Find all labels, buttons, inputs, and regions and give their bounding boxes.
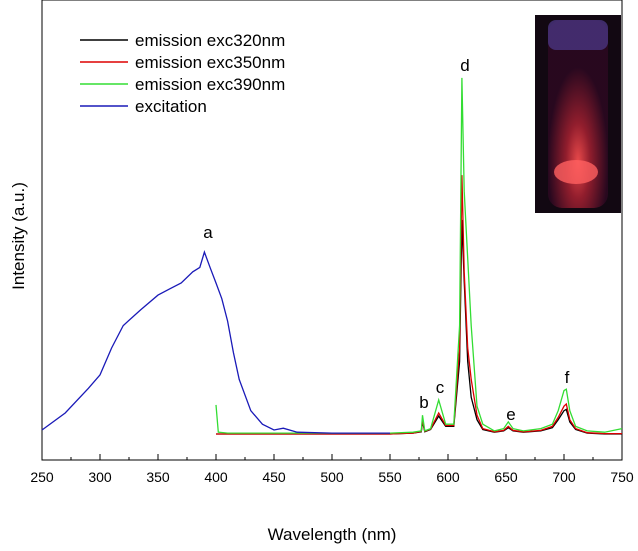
peak-label: e — [506, 405, 515, 424]
x-tick-label: 500 — [320, 469, 344, 485]
legend-label: emission exc390nm — [135, 75, 285, 94]
x-tick-label: 300 — [88, 469, 112, 485]
peak-label: f — [565, 368, 570, 387]
y-axis-label: Intensity (a.u.) — [9, 182, 28, 290]
x-tick-label: 400 — [204, 469, 228, 485]
series-line — [216, 175, 622, 435]
x-tick-label: 650 — [494, 469, 518, 485]
peak-label: b — [419, 393, 428, 412]
x-tick-label: 550 — [378, 469, 402, 485]
x-tick-label: 450 — [262, 469, 286, 485]
x-axis-label: Wavelength (nm) — [268, 525, 397, 544]
x-tick-label: 250 — [30, 469, 54, 485]
series-line — [41, 250, 390, 434]
peak-label: c — [436, 378, 445, 397]
x-tick-label: 750 — [610, 469, 634, 485]
peak-label: a — [203, 223, 213, 242]
x-tick-label: 600 — [436, 469, 460, 485]
peak-label: d — [460, 56, 469, 75]
legend-label: emission exc350nm — [135, 53, 285, 72]
legend-label: excitation — [135, 97, 207, 116]
inset-photo — [535, 15, 621, 213]
x-tick-label: 700 — [552, 469, 576, 485]
legend-label: emission exc320nm — [135, 31, 285, 50]
x-tick-label: 350 — [146, 469, 170, 485]
series-line — [215, 77, 623, 434]
